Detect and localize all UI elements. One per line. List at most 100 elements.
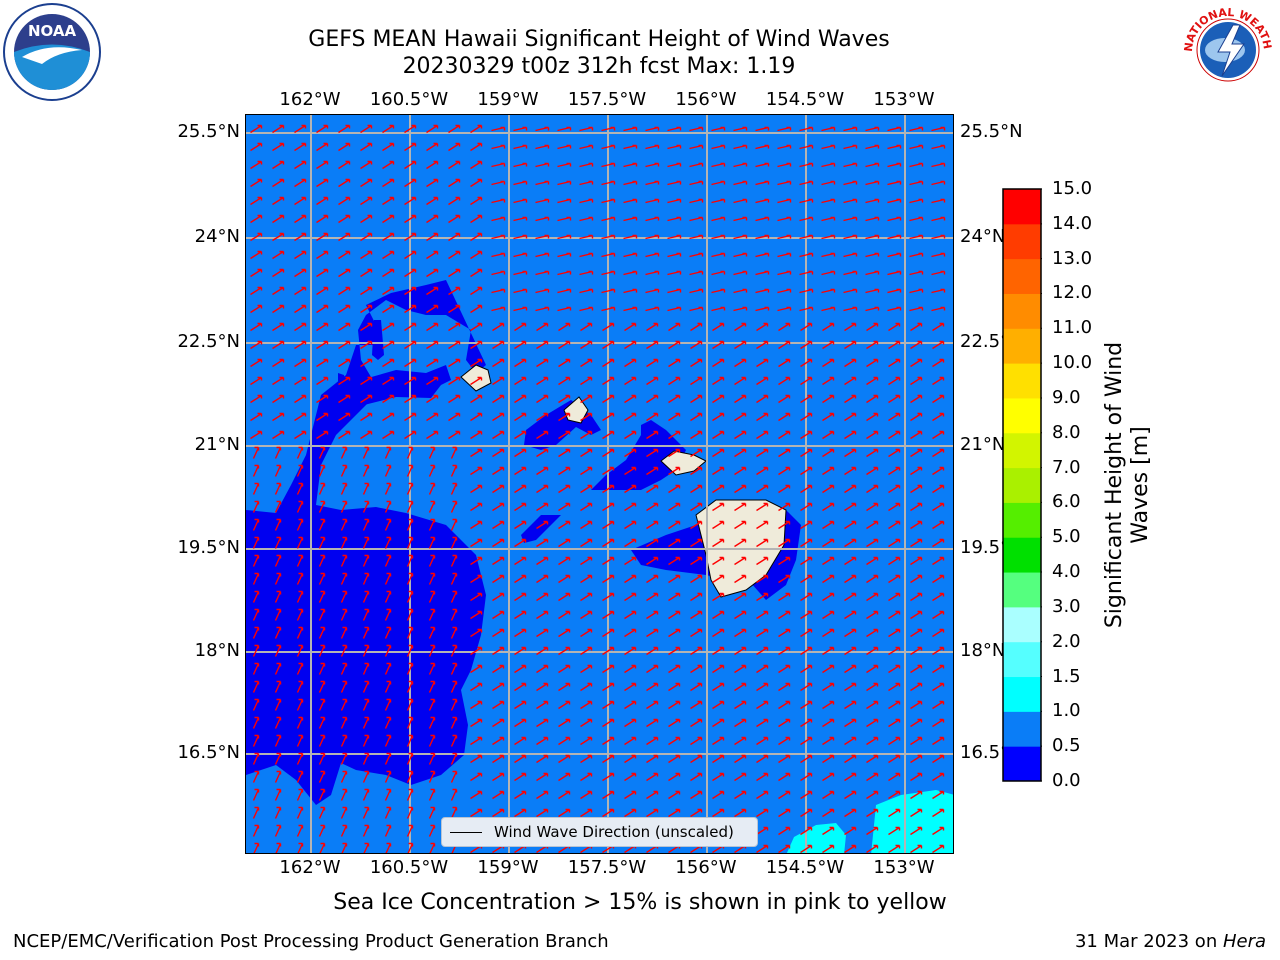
wind-wave-arrow: [318, 788, 326, 801]
wind-wave-arrow: [690, 718, 703, 728]
wind-wave-arrow: [668, 592, 681, 602]
wind-wave-arrow: [340, 572, 348, 585]
wind-wave-arrow: [384, 608, 392, 621]
wind-wave-arrow: [272, 430, 285, 440]
wind-wave-arrow: [274, 464, 282, 477]
wind-wave-arrow: [711, 216, 726, 222]
wind-wave-arrow: [602, 682, 615, 692]
wind-wave-arrow: [909, 180, 924, 186]
wind-wave-arrow: [756, 484, 769, 494]
wind-wave-arrow: [382, 160, 395, 170]
wind-wave-arrow: [362, 680, 370, 693]
wind-wave-arrow: [690, 484, 703, 494]
wind-wave-arrow: [536, 790, 549, 800]
wind-wave-arrow: [316, 304, 329, 314]
wind-wave-arrow: [448, 304, 461, 314]
wind-wave-arrow: [932, 628, 945, 638]
wind-wave-arrow: [360, 196, 373, 206]
wind-wave-arrow: [866, 376, 879, 386]
wind-wave-arrow: [426, 286, 439, 296]
wind-wave-arrow: [734, 556, 747, 566]
wind-wave-arrow: [296, 482, 304, 495]
wind-wave-arrow: [384, 572, 392, 585]
wind-wave-arrow: [535, 180, 550, 186]
wind-wave-arrow: [580, 736, 593, 746]
wind-wave-arrow: [624, 682, 637, 692]
wind-wave-arrow: [624, 394, 637, 404]
wind-wave-arrow: [822, 448, 835, 458]
wind-wave-arrow: [580, 808, 593, 818]
wind-wave-arrow: [624, 484, 637, 494]
wind-wave-arrow: [580, 772, 593, 782]
wind-wave-arrow: [602, 430, 615, 440]
wind-wave-arrow: [536, 358, 549, 368]
wind-wave-arrow: [426, 160, 439, 170]
wind-wave-arrow: [450, 626, 458, 639]
colorbar-segment: [1003, 746, 1041, 782]
wind-wave-arrow: [602, 358, 615, 368]
wind-wave-arrow: [360, 160, 373, 170]
wind-wave-arrow: [362, 626, 370, 639]
wind-wave-arrow: [778, 340, 791, 350]
wind-wave-arrow: [492, 754, 505, 764]
wind-wave-arrow: [602, 664, 615, 674]
wind-wave-arrow: [645, 270, 660, 276]
wind-wave-arrow: [733, 126, 748, 132]
wind-wave-arrow: [866, 808, 879, 818]
wind-wave-arrow: [711, 252, 726, 258]
wind-wave-arrow: [844, 790, 857, 800]
wind-wave-arrow: [711, 234, 726, 240]
wind-wave-arrow: [624, 646, 637, 656]
wind-wave-arrow: [514, 808, 527, 818]
wind-wave-arrow: [689, 180, 704, 186]
wind-wave-arrow: [448, 430, 461, 440]
wind-wave-arrow: [558, 538, 571, 548]
wind-wave-arrow: [646, 322, 659, 332]
wind-wave-arrow: [250, 322, 263, 332]
wind-wave-arrow: [843, 198, 858, 204]
wind-wave-arrow: [470, 142, 483, 152]
wind-wave-arrow: [932, 844, 945, 853]
wind-wave-arrow: [470, 610, 483, 620]
wind-wave-arrow: [558, 664, 571, 674]
colorbar-tick-label: 0.5: [1052, 735, 1081, 757]
wind-wave-arrow: [316, 286, 329, 296]
wind-wave-arrow: [450, 680, 458, 693]
wind-wave-arrow: [316, 124, 329, 134]
wind-wave-arrow: [318, 770, 326, 783]
wind-wave-arrow: [428, 536, 436, 549]
wind-wave-arrow: [778, 538, 791, 548]
wind-wave-arrow: [733, 144, 748, 150]
wind-wave-arrow: [778, 808, 791, 818]
wind-wave-arrow: [888, 646, 901, 656]
wind-wave-arrow: [274, 446, 282, 459]
wind-wave-arrow: [602, 646, 615, 656]
wind-wave-arrow: [384, 716, 392, 729]
wind-wave-arrow: [800, 322, 813, 332]
wind-wave-arrow: [274, 644, 282, 657]
wind-wave-arrow: [450, 482, 458, 495]
wind-wave-arrow: [384, 662, 392, 675]
wind-wave-arrow: [822, 610, 835, 620]
wind-wave-arrow: [450, 734, 458, 747]
wind-wave-arrow: [910, 340, 923, 350]
wind-wave-arrow: [778, 466, 791, 476]
wind-wave-arrow: [274, 608, 282, 621]
wind-wave-arrow: [514, 466, 527, 476]
wind-wave-arrow: [602, 754, 615, 764]
wind-wave-arrow: [580, 556, 593, 566]
wind-wave-arrow: [910, 520, 923, 530]
wind-wave-arrow: [384, 680, 392, 693]
wind-wave-arrow: [822, 754, 835, 764]
colorbar-tick-label: 13.0: [1052, 247, 1093, 269]
wind-wave-arrow: [535, 234, 550, 240]
wind-wave-arrow: [733, 234, 748, 240]
wind-wave-arrow: [514, 628, 527, 638]
wind-wave-arrow: [800, 844, 813, 853]
wind-wave-arrow: [689, 144, 704, 150]
wind-wave-arrow: [689, 270, 704, 276]
wind-wave-arrow: [338, 196, 351, 206]
wind-wave-arrow: [778, 412, 791, 422]
wind-wave-arrow: [450, 446, 458, 459]
wind-wave-arrow: [272, 232, 285, 242]
